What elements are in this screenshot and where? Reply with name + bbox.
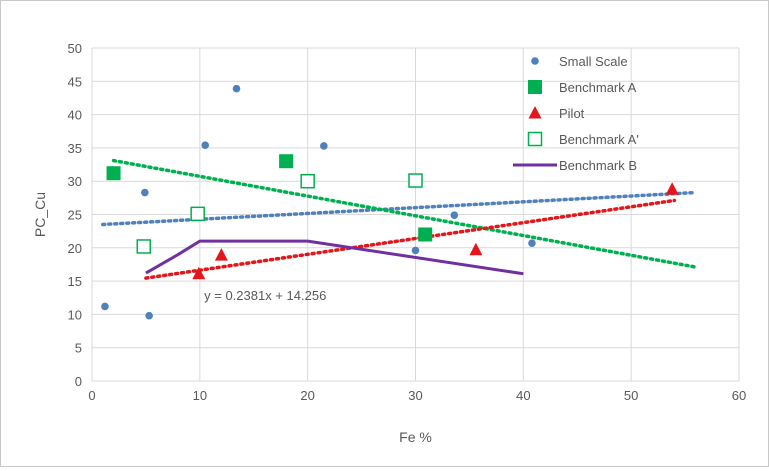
- point-pilot: [192, 266, 206, 280]
- legend-label-benchmark-a: Benchmark A': [559, 132, 639, 147]
- point-benchmark-a: [106, 166, 121, 181]
- y-tick-label: 25: [68, 208, 82, 223]
- point-small-scale: [411, 246, 420, 255]
- y-tick-label: 15: [68, 274, 82, 289]
- point-benchmark-a: [300, 173, 315, 189]
- trendline-pilot: [144, 198, 677, 280]
- trendline-benchmark-a: [111, 158, 698, 269]
- y-axis-label: PC_Cu: [32, 192, 48, 237]
- point-benchmark-a: [190, 206, 205, 222]
- point-pilot: [469, 242, 483, 256]
- x-tick-label: 50: [624, 388, 638, 403]
- point-benchmark-a: [279, 154, 294, 169]
- point-small-scale: [201, 141, 210, 150]
- x-tick-label: 30: [408, 388, 422, 403]
- point-small-scale: [145, 311, 153, 320]
- data-points: [101, 84, 679, 320]
- point-small-scale: [141, 188, 149, 197]
- legend-marker-benchmark-a: [528, 80, 542, 94]
- point-small-scale: [450, 211, 459, 219]
- point-benchmark-a: [408, 173, 423, 188]
- legend: Small Scale Benchmark A Pilot Benchmark A' B…: [513, 54, 639, 173]
- point-pilot: [665, 182, 679, 195]
- y-tick-label: 35: [68, 141, 82, 156]
- legend-label-pilot: Pilot: [559, 106, 585, 121]
- point-small-scale: [528, 239, 536, 247]
- point-benchmark-a: [418, 227, 433, 242]
- legend-marker-pilot: [528, 106, 542, 119]
- legend-label-small-scale: Small Scale: [559, 54, 628, 69]
- y-tick-label: 10: [68, 307, 82, 322]
- y-tick-label: 50: [68, 41, 82, 56]
- x-tick-label: 20: [300, 388, 314, 403]
- point-pilot: [214, 248, 228, 261]
- legend-marker-small-scale: [531, 57, 539, 65]
- y-tick-label: 45: [68, 74, 82, 89]
- x-tick-label: 0: [88, 388, 95, 403]
- x-tick-label: 40: [516, 388, 530, 403]
- x-axis-label: Fe %: [399, 429, 432, 445]
- point-small-scale: [232, 84, 241, 93]
- legend-label-benchmark-b: Benchmark B: [559, 158, 637, 173]
- y-tick-label: 30: [68, 174, 82, 189]
- point-benchmark-a: [136, 239, 152, 254]
- x-tick-label: 60: [732, 388, 746, 403]
- trendline-equation: y = 0.2381x + 14.256: [204, 288, 326, 303]
- legend-label-benchmark-a: Benchmark A: [559, 80, 637, 95]
- point-small-scale: [320, 142, 328, 150]
- point-small-scale: [101, 302, 109, 311]
- y-tick-label: 40: [68, 108, 82, 123]
- series-lines: [145, 239, 524, 276]
- tick-labels: 0 5 10 15 20 25 30 35 40 45 50 0 10 20 30 40 50 60: [68, 41, 747, 403]
- y-tick-label: 0: [75, 374, 82, 389]
- legend-marker-benchmark-a: [527, 131, 543, 147]
- x-tick-label: 10: [193, 388, 207, 403]
- series-line-benchmark-b: [145, 239, 524, 276]
- y-tick-label: 5: [75, 341, 82, 356]
- y-tick-label: 20: [68, 241, 82, 256]
